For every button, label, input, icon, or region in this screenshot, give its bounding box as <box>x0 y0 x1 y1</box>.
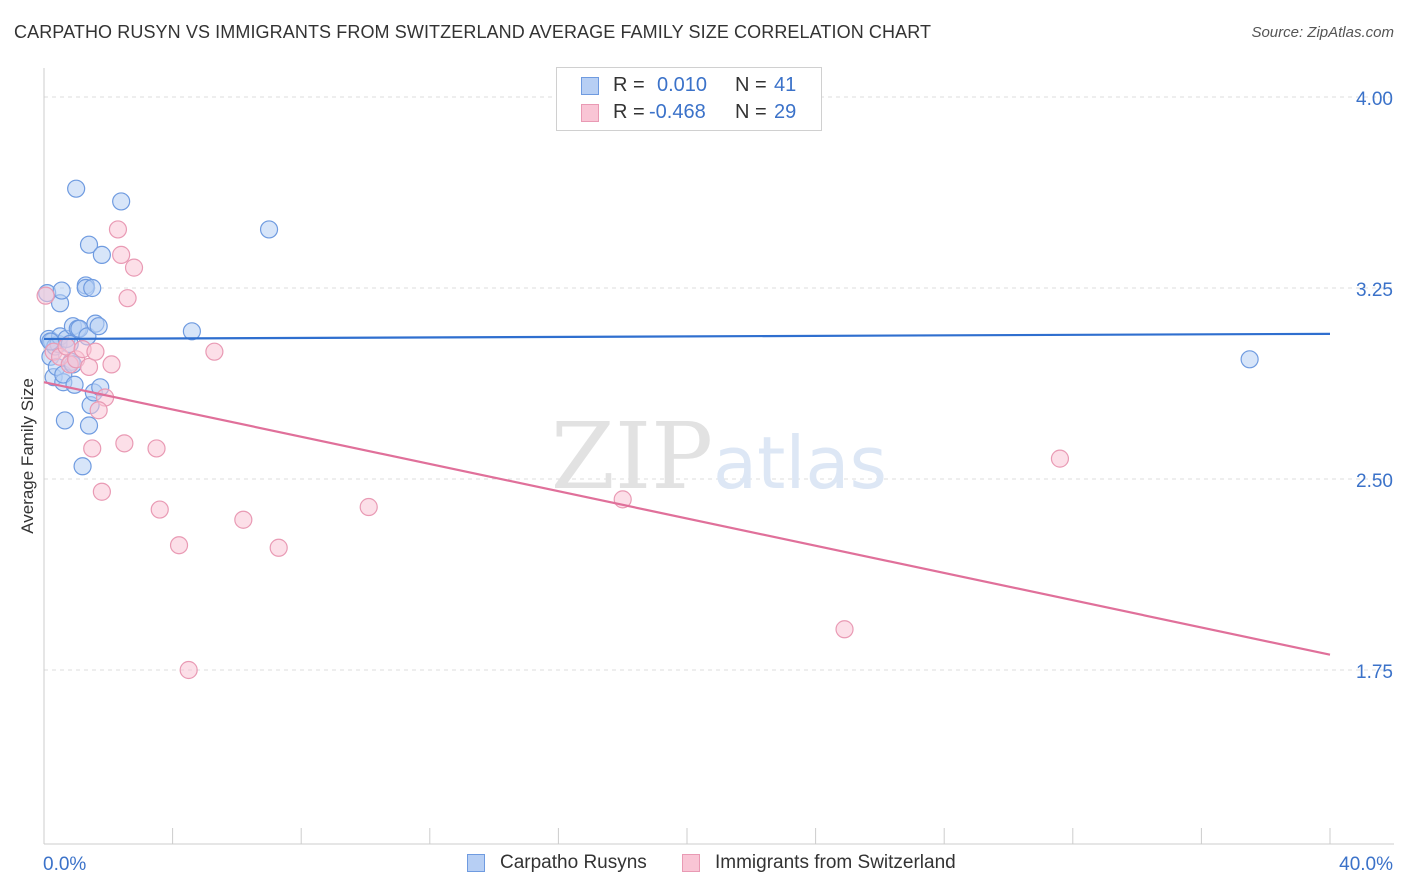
y-axis-label: Average Family Size <box>18 378 37 534</box>
correlation-legend: R = 0.010 N = 41 R = -0.468 N = 29 <box>556 67 822 131</box>
trend-line-carpatho-rusyns <box>43 332 1331 341</box>
r-value: 0.010 <box>657 74 708 96</box>
point-carpatho-rusyns <box>89 317 108 336</box>
r-label: R = <box>613 101 645 123</box>
point-carpatho-rusyns <box>79 416 99 435</box>
n-label: N = <box>735 101 767 123</box>
point-carpatho-rusyns <box>73 457 92 476</box>
grid-lines <box>44 96 1394 671</box>
point-immigrants-from-switzerland <box>269 538 288 557</box>
trend-lines <box>43 332 1331 656</box>
point-immigrants-from-switzerland <box>102 355 121 374</box>
point-immigrants-from-switzerland <box>124 258 144 277</box>
point-carpatho-rusyns <box>67 179 86 198</box>
point-immigrants-from-switzerland <box>36 286 55 305</box>
chart-title: CARPATHO RUSYN VS IMMIGRANTS FROM SWITZE… <box>14 22 932 42</box>
point-immigrants-from-switzerland <box>150 500 169 519</box>
n-label: N = <box>735 74 767 96</box>
series-immigrants-from-switzerland <box>36 220 1070 680</box>
point-carpatho-rusyns <box>1240 350 1259 369</box>
point-immigrants-from-switzerland <box>118 289 137 308</box>
legend-swatch-pink <box>682 854 700 872</box>
y-tick-labels: 1.75 2.50 3.25 4.00 <box>1356 89 1393 683</box>
point-immigrants-from-switzerland <box>179 660 198 680</box>
point-immigrants-from-switzerland <box>79 357 99 377</box>
point-immigrants-from-switzerland <box>359 497 378 517</box>
point-immigrants-from-switzerland <box>205 342 224 361</box>
point-carpatho-rusyns <box>52 281 71 300</box>
axes <box>43 68 1394 845</box>
point-carpatho-rusyns <box>92 245 111 264</box>
point-carpatho-rusyns <box>112 192 131 211</box>
n-value: 29 <box>774 101 797 123</box>
n-value: 41 <box>774 74 797 96</box>
r-label: R = <box>613 74 645 96</box>
watermark-zip: ZIP <box>551 403 713 510</box>
legend-label: Carpatho Rusyns <box>500 852 647 873</box>
point-immigrants-from-switzerland <box>115 434 134 453</box>
point-carpatho-rusyns <box>79 235 99 254</box>
point-immigrants-from-switzerland <box>234 510 253 529</box>
series-legend: Carpatho Rusyns Immigrants from Switzerl… <box>0 852 1406 878</box>
x-tick-label: 40.0% <box>1339 854 1393 875</box>
legend-swatch-blue <box>467 854 485 872</box>
point-immigrants-from-switzerland <box>835 620 854 639</box>
watermark-atlas: atlas <box>713 421 887 505</box>
y-tick-label: 3.25 <box>1356 280 1393 301</box>
point-carpatho-rusyns <box>259 220 279 239</box>
y-tick-label: 4.00 <box>1356 89 1393 110</box>
point-immigrants-from-switzerland <box>169 536 189 555</box>
watermark: ZIP atlas <box>551 403 887 510</box>
point-immigrants-from-switzerland <box>147 439 166 458</box>
y-tick-label: 2.50 <box>1356 471 1393 492</box>
point-immigrants-from-switzerland <box>112 245 131 264</box>
legend-swatch-blue <box>581 77 599 95</box>
point-immigrants-from-switzerland <box>108 220 128 239</box>
x-tick-labels: 0.0% 40.0% <box>43 854 1393 875</box>
source-label: Source: ZipAtlas.com <box>1251 24 1394 41</box>
point-immigrants-from-switzerland <box>92 482 111 501</box>
point-immigrants-from-switzerland <box>86 342 105 361</box>
trend-line-immigrants-from-switzerland <box>43 381 1331 656</box>
point-carpatho-rusyns <box>83 278 102 298</box>
legend-label: Immigrants from Switzerland <box>715 852 956 873</box>
point-carpatho-rusyns <box>55 411 74 430</box>
point-immigrants-from-switzerland <box>1050 449 1070 468</box>
point-carpatho-rusyns <box>182 322 201 341</box>
legend-swatch-pink <box>581 104 599 122</box>
point-immigrants-from-switzerland <box>89 401 108 420</box>
point-immigrants-from-switzerland <box>83 439 102 458</box>
y-tick-label: 1.75 <box>1356 662 1393 683</box>
x-tick-label: 0.0% <box>43 854 86 875</box>
r-value: -0.468 <box>649 101 706 123</box>
